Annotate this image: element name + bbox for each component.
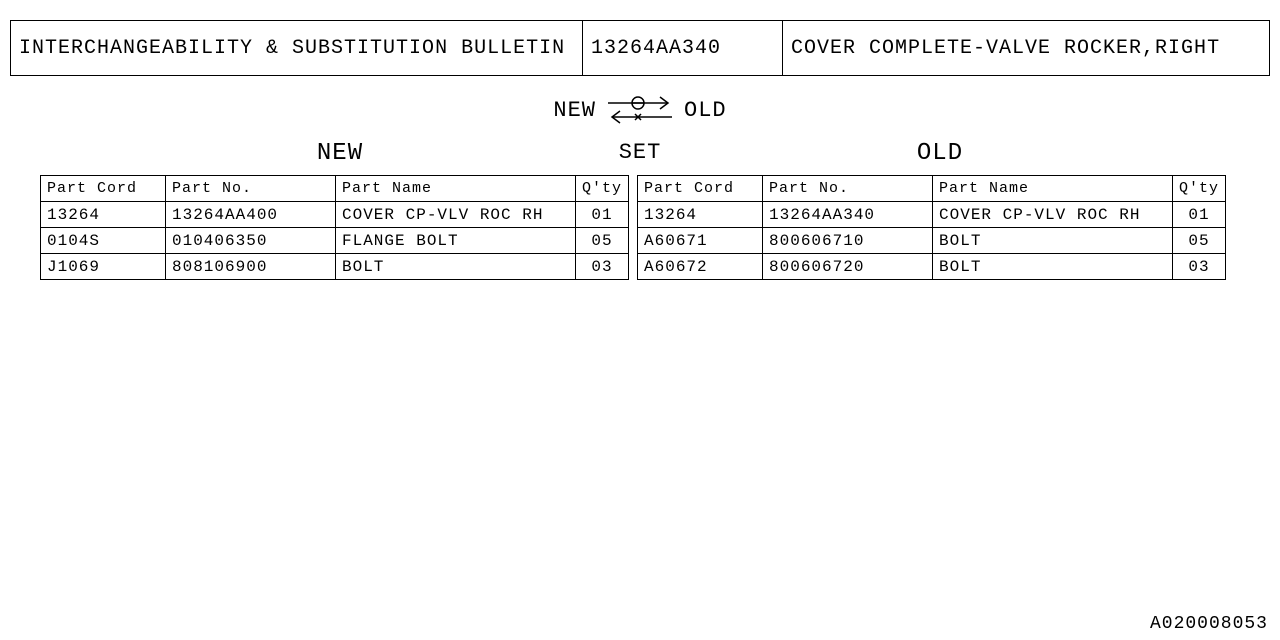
table-row: J1069 808106900 BOLT 03 (41, 254, 629, 280)
cell-qty: 05 (1173, 228, 1226, 254)
col-part-cord: Part Cord (638, 176, 763, 202)
cell-part-name: FLANGE BOLT (336, 228, 576, 254)
parts-tables: Part Cord Part No. Part Name Q'ty 13264 … (40, 175, 1240, 280)
table-row: 13264 13264AA400 COVER CP-VLV ROC RH 01 (41, 202, 629, 228)
cell-qty: 05 (576, 228, 629, 254)
cell-part-cord: J1069 (41, 254, 166, 280)
cell-part-no: 010406350 (166, 228, 336, 254)
cell-part-no: 800606720 (763, 254, 933, 280)
cell-part-name: BOLT (336, 254, 576, 280)
section-label-new: NEW (40, 140, 640, 167)
table-header-row: Part Cord Part No. Part Name Q'ty (41, 176, 629, 202)
table-header-row: Part Cord Part No. Part Name Q'ty (638, 176, 1226, 202)
cell-part-no: 13264AA340 (763, 202, 933, 228)
table-row: 13264 13264AA340 COVER CP-VLV ROC RH 01 (638, 202, 1226, 228)
col-part-name: Part Name (336, 176, 576, 202)
interchange-arrows-icon (600, 93, 680, 127)
bulletin-description: COVER COMPLETE-VALVE ROCKER,RIGHT (783, 21, 1269, 75)
col-part-cord: Part Cord (41, 176, 166, 202)
cell-part-cord: A60671 (638, 228, 763, 254)
table-row: A60671 800606710 BOLT 05 (638, 228, 1226, 254)
bulletin-part-number: 13264AA340 (583, 21, 783, 75)
interchange-diagram: NEW OLD (540, 95, 740, 125)
diagram-old-label: OLD (684, 98, 727, 123)
table-row: A60672 800606720 BOLT 03 (638, 254, 1226, 280)
cell-part-cord: A60672 (638, 254, 763, 280)
old-parts-table: Part Cord Part No. Part Name Q'ty 13264 … (637, 175, 1226, 280)
col-part-no: Part No. (166, 176, 336, 202)
diagram-new-label: NEW (553, 98, 596, 123)
bulletin-header: INTERCHANGEABILITY & SUBSTITUTION BULLET… (10, 20, 1270, 76)
bulletin-title: INTERCHANGEABILITY & SUBSTITUTION BULLET… (11, 21, 583, 75)
document-id: A020008053 (1150, 614, 1268, 634)
cell-part-name: COVER CP-VLV ROC RH (933, 202, 1173, 228)
cell-qty: 01 (1173, 202, 1226, 228)
cell-part-name: BOLT (933, 228, 1173, 254)
new-parts-table: Part Cord Part No. Part Name Q'ty 13264 … (40, 175, 629, 280)
cell-part-cord: 0104S (41, 228, 166, 254)
cell-part-no: 808106900 (166, 254, 336, 280)
col-qty: Q'ty (1173, 176, 1226, 202)
col-part-no: Part No. (763, 176, 933, 202)
cell-part-no: 800606710 (763, 228, 933, 254)
table-row: 0104S 010406350 FLANGE BOLT 05 (41, 228, 629, 254)
col-part-name: Part Name (933, 176, 1173, 202)
cell-part-cord: 13264 (41, 202, 166, 228)
section-label-old: OLD (640, 140, 1240, 167)
cell-part-name: COVER CP-VLV ROC RH (336, 202, 576, 228)
cell-qty: 03 (576, 254, 629, 280)
cell-part-cord: 13264 (638, 202, 763, 228)
cell-part-no: 13264AA400 (166, 202, 336, 228)
cell-part-name: BOLT (933, 254, 1173, 280)
cell-qty: 01 (576, 202, 629, 228)
cell-qty: 03 (1173, 254, 1226, 280)
section-labels: NEW OLD (40, 140, 1240, 167)
col-qty: Q'ty (576, 176, 629, 202)
